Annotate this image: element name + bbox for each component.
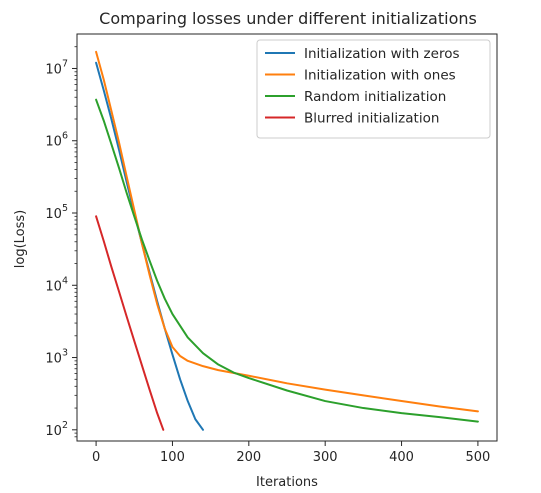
legend-entry: Random initialization (304, 89, 446, 105)
series-line-3 (95, 215, 165, 431)
y-axis: 102 103 104 105 106 107 (45, 46, 77, 439)
legend-box (256, 39, 491, 139)
y-tick-label: 104 (45, 275, 68, 294)
x-tick-label: 400 (389, 450, 414, 465)
x-tick-label: 0 (92, 450, 100, 465)
series-line-2 (95, 98, 479, 423)
x-tick-label: 500 (465, 450, 490, 465)
x-tick-label: 300 (313, 450, 338, 465)
legend-entry: Initialization with zeros (304, 46, 460, 62)
x-axis-label: Iterations (256, 475, 318, 490)
legend-entry: Blurred initialization (304, 111, 439, 127)
y-tick-label: 106 (45, 131, 68, 150)
y-tick-label: 103 (45, 348, 68, 367)
plot-area (95, 50, 479, 431)
axes-frame (76, 33, 498, 442)
y-tick-label: 105 (45, 203, 68, 222)
y-tick-label: 102 (45, 420, 68, 439)
series-line-1 (95, 50, 479, 413)
x-axis: 0 100 200 300 400 500 (92, 441, 490, 465)
legend-entry: Initialization with ones (304, 68, 456, 84)
x-tick-label: 200 (236, 450, 261, 465)
legend: Initialization with zeros Initialization … (256, 39, 491, 139)
x-tick-label: 100 (160, 450, 185, 465)
y-tick-label: 107 (45, 58, 68, 77)
chart-title: Comparing losses under different initial… (99, 9, 477, 28)
y-axis-label: log(Loss) (13, 210, 28, 268)
